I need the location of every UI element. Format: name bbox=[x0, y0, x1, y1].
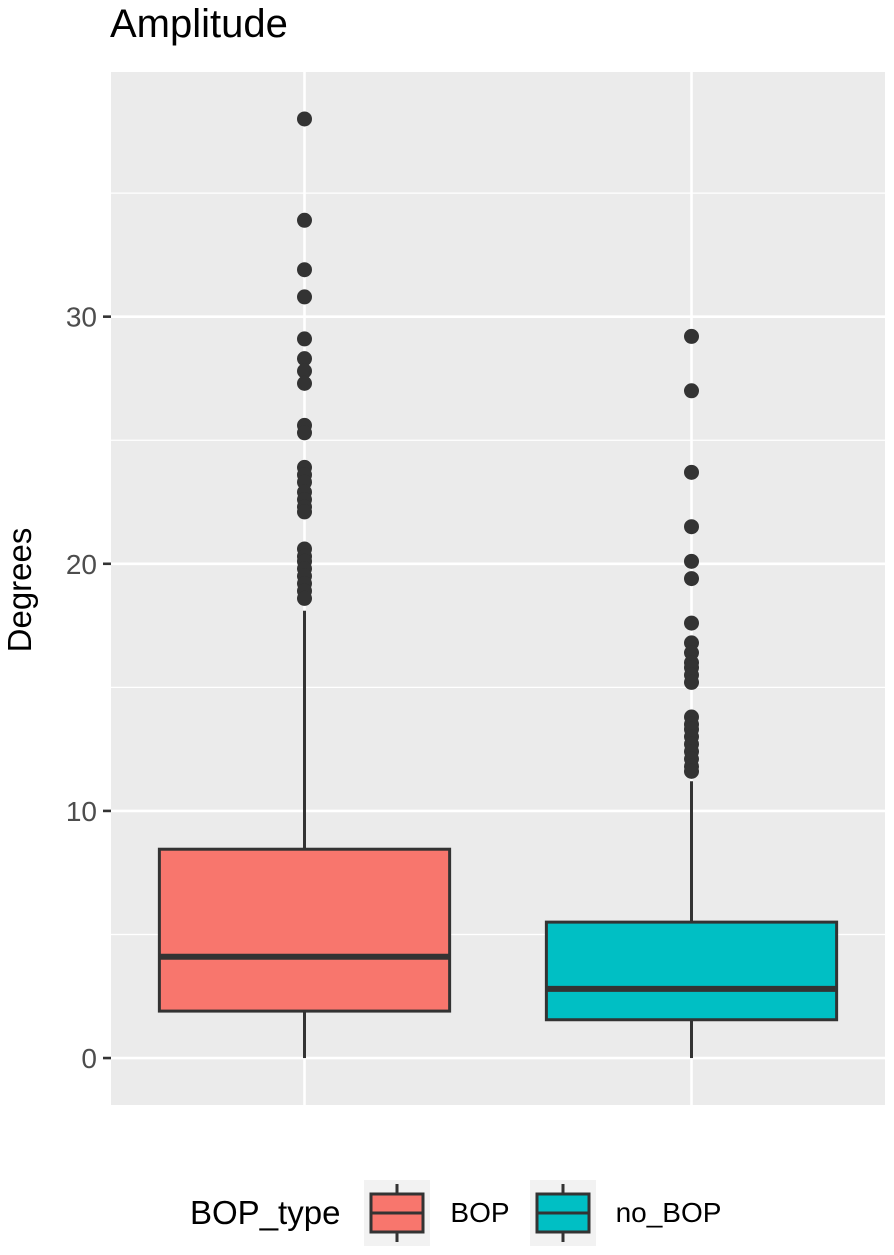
outlier-point bbox=[297, 363, 312, 379]
outlier-point bbox=[297, 212, 312, 228]
outlier-point bbox=[684, 615, 699, 631]
legend-label-no-bop: no_BOP bbox=[615, 1197, 722, 1228]
y-tick-label: 10 bbox=[66, 796, 97, 827]
legend-title: BOP_type bbox=[190, 1194, 341, 1231]
chart-title: Amplitude bbox=[110, 2, 288, 46]
outlier-point bbox=[684, 519, 699, 535]
outlier-point bbox=[297, 262, 312, 278]
y-tick-label: 20 bbox=[66, 549, 97, 580]
outlier-point bbox=[297, 375, 312, 391]
outlier-point bbox=[297, 425, 312, 441]
outlier-point bbox=[684, 571, 699, 587]
legend: BOP_type BOP no_BOP bbox=[190, 1180, 741, 1246]
outlier-point bbox=[684, 464, 699, 480]
legend-key-no-bop bbox=[529, 1180, 596, 1246]
outlier-point bbox=[297, 111, 312, 127]
outlier-point bbox=[297, 289, 312, 305]
outlier-point bbox=[684, 553, 699, 569]
y-axis-label: Degrees bbox=[1, 527, 38, 653]
y-tick-label: 30 bbox=[66, 302, 97, 333]
outlier-point bbox=[684, 328, 699, 344]
outlier-point bbox=[684, 763, 699, 779]
legend-key-bop bbox=[364, 1180, 431, 1246]
y-tick-label: 0 bbox=[81, 1043, 97, 1074]
box-no-bop bbox=[544, 920, 839, 1022]
legend-boxplot-icon bbox=[535, 1184, 591, 1242]
outlier-point bbox=[297, 590, 312, 606]
outlier-point bbox=[297, 504, 312, 520]
outlier-point bbox=[684, 383, 699, 399]
legend-boxplot-icon bbox=[369, 1184, 425, 1242]
outlier-point bbox=[684, 674, 699, 690]
outlier-point bbox=[297, 351, 312, 367]
outlier-point bbox=[297, 331, 312, 347]
box-bop bbox=[157, 847, 452, 1013]
legend-label-bop: BOP bbox=[450, 1197, 510, 1228]
